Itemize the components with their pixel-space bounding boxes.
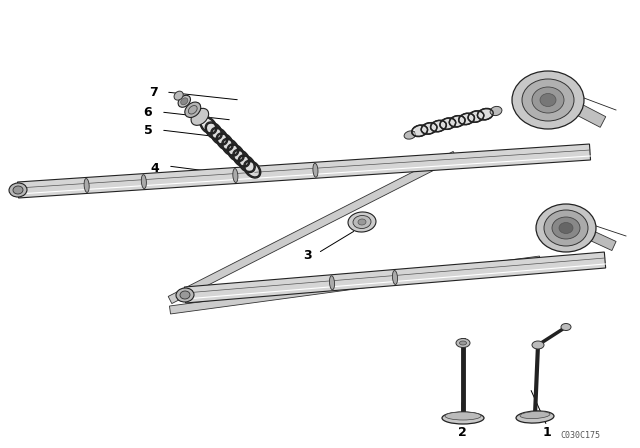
Ellipse shape (520, 411, 550, 418)
Ellipse shape (191, 108, 209, 125)
Polygon shape (586, 229, 616, 250)
Ellipse shape (512, 71, 584, 129)
Ellipse shape (313, 163, 318, 177)
Polygon shape (168, 151, 457, 304)
Ellipse shape (358, 219, 366, 225)
Ellipse shape (353, 215, 371, 228)
Ellipse shape (460, 341, 467, 345)
Text: 6: 6 (144, 105, 152, 119)
Ellipse shape (348, 212, 376, 232)
Ellipse shape (522, 79, 574, 121)
Text: C030C175: C030C175 (560, 431, 600, 439)
Ellipse shape (552, 217, 580, 239)
Polygon shape (17, 144, 591, 198)
Ellipse shape (561, 323, 571, 331)
Polygon shape (170, 256, 541, 314)
Ellipse shape (544, 210, 588, 246)
Ellipse shape (392, 271, 397, 284)
Ellipse shape (13, 186, 23, 194)
Ellipse shape (456, 339, 470, 348)
Ellipse shape (180, 291, 190, 299)
Text: 4: 4 (150, 161, 159, 175)
Ellipse shape (559, 223, 573, 233)
Text: 1: 1 (543, 426, 552, 439)
Ellipse shape (176, 288, 194, 302)
Ellipse shape (185, 102, 201, 117)
Ellipse shape (540, 94, 556, 107)
Ellipse shape (532, 87, 564, 113)
Text: 3: 3 (304, 249, 312, 262)
Ellipse shape (233, 168, 238, 182)
Text: 2: 2 (458, 426, 467, 439)
Ellipse shape (442, 412, 484, 424)
Ellipse shape (532, 341, 544, 349)
Ellipse shape (330, 276, 335, 290)
Ellipse shape (84, 178, 89, 193)
Text: 5: 5 (143, 124, 152, 137)
Polygon shape (184, 252, 605, 303)
Ellipse shape (490, 106, 502, 116)
Text: 7: 7 (148, 86, 157, 99)
Ellipse shape (536, 204, 596, 252)
Ellipse shape (188, 106, 197, 114)
Polygon shape (200, 117, 260, 177)
Ellipse shape (445, 412, 481, 420)
Ellipse shape (180, 98, 188, 105)
Ellipse shape (516, 411, 554, 423)
Ellipse shape (9, 183, 27, 197)
Polygon shape (413, 107, 492, 138)
Ellipse shape (141, 175, 147, 189)
Ellipse shape (404, 131, 416, 139)
Polygon shape (573, 103, 606, 127)
Ellipse shape (178, 95, 191, 107)
Ellipse shape (174, 91, 183, 100)
